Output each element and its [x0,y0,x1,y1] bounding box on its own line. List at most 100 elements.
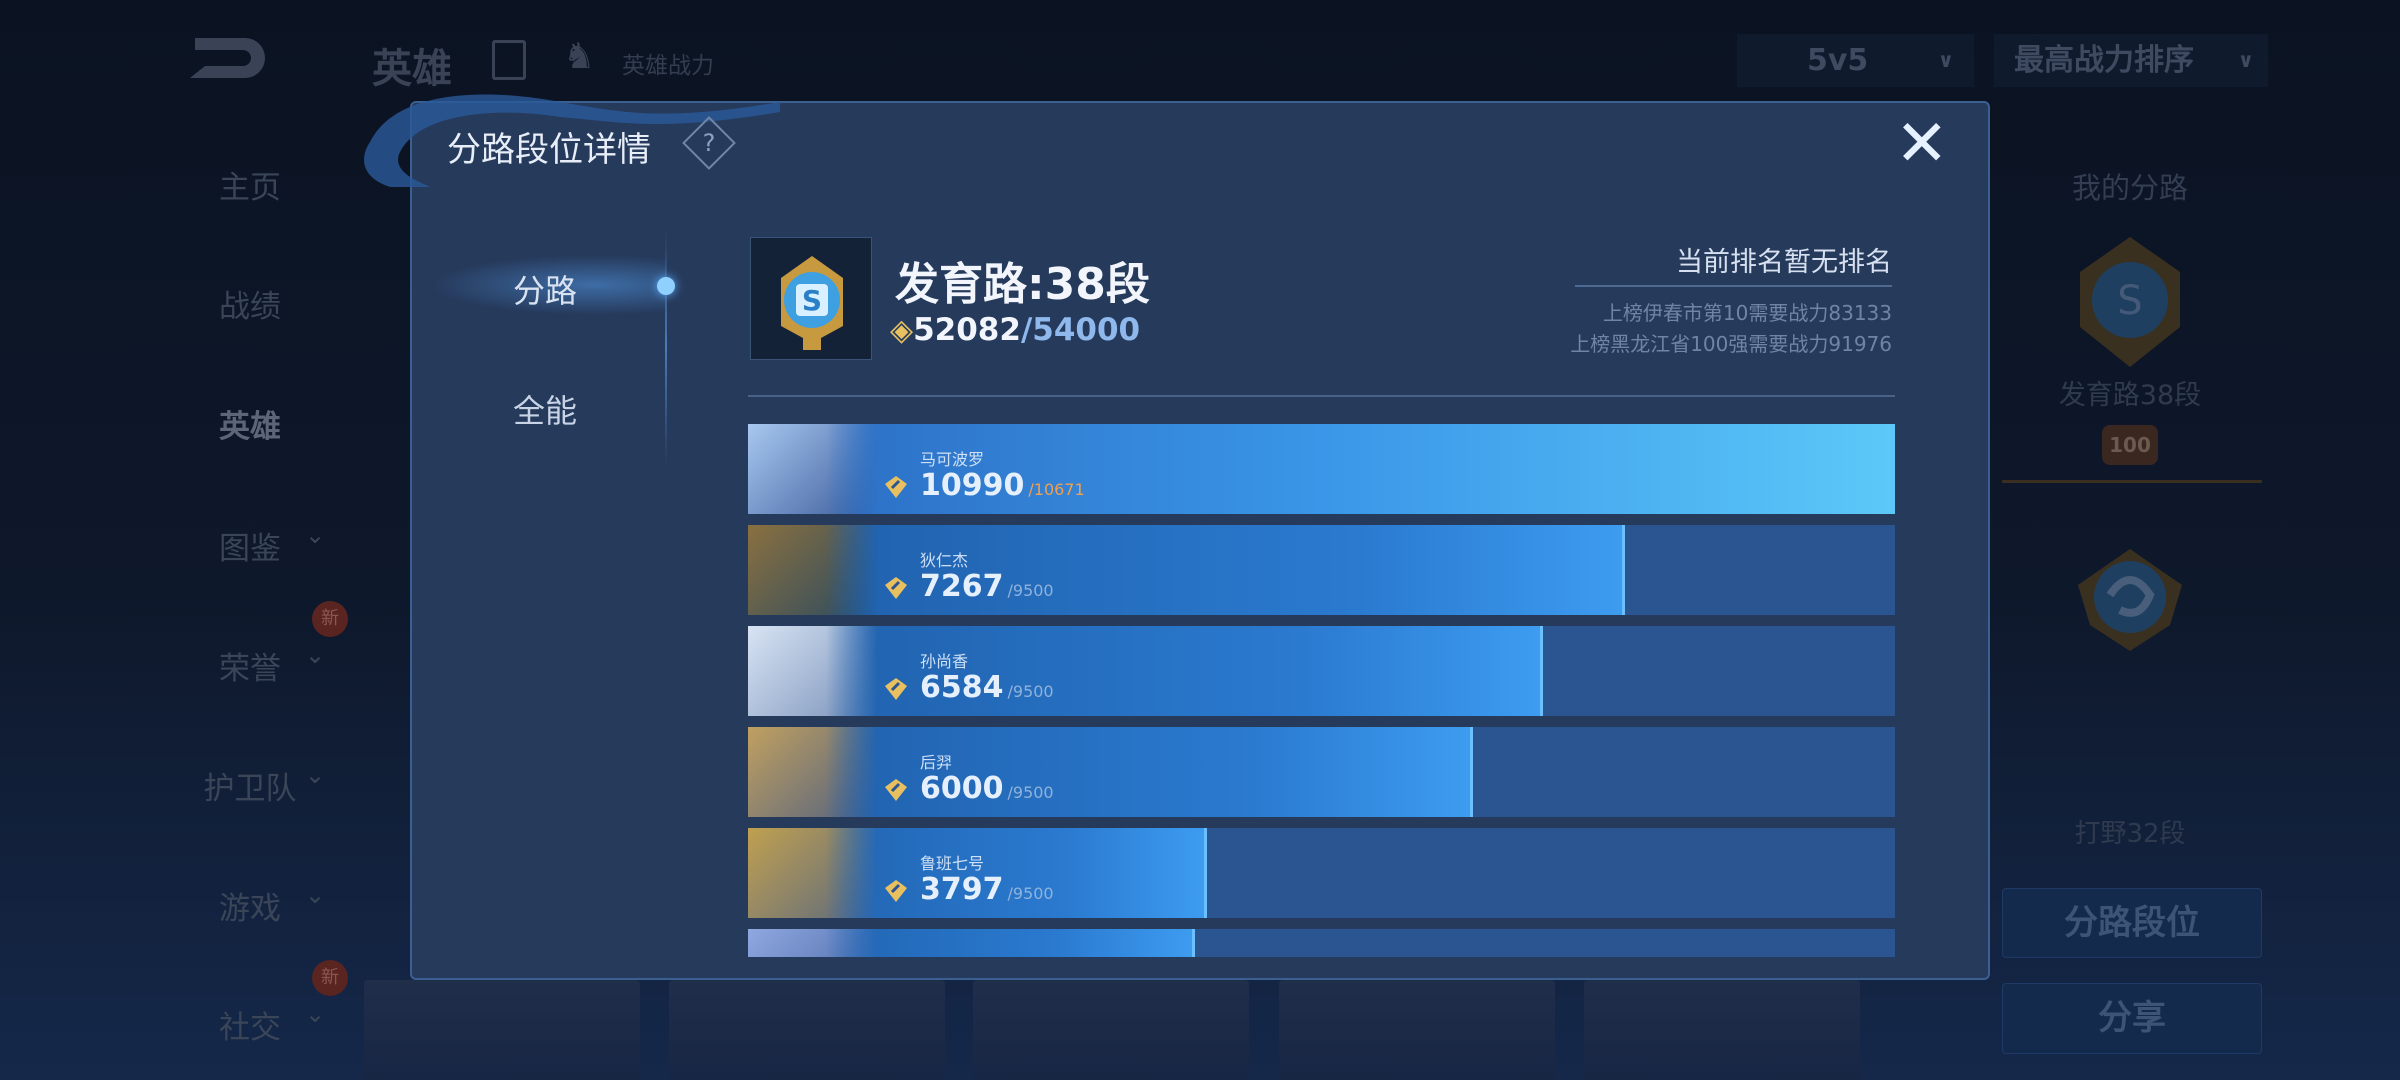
my-lanes-title: 我的分路 [2071,171,2188,205]
lane2-label: 打野32段 [2074,819,2186,849]
hero-power: 10990/10671 [920,468,1085,503]
sidebar-item[interactable]: 战绩 [219,289,281,325]
hero-card[interactable] [364,980,640,1080]
lane-score: ◈52082/54000 [890,312,1140,348]
marksman-lane-badge-icon: S [781,256,843,350]
hero-portrait [748,828,878,918]
sidebar-item[interactable]: 图鉴 [219,531,281,567]
hero-power-max: /9500 [1007,682,1054,701]
list-icon[interactable] [492,40,526,80]
header-title: 英雄 [372,46,452,92]
emblem-frame [2002,413,2262,483]
hero-portrait [748,424,878,514]
hero-name: 孙尚香 [920,652,969,671]
hero-row[interactable]: 鲁班七号 3797/9500 [748,828,1895,918]
sort-select-value: 最高战力排序 [2014,43,2194,78]
hero-power-max: /9500 [1007,783,1054,802]
hero-row[interactable]: 马可波罗 10990/10671 [748,424,1895,514]
lane-badge-icon: S [2080,237,2180,367]
section-divider [748,395,1895,397]
rank-badge-box: S [750,237,872,360]
ranking-status: 当前排名暂无排名 [1676,247,1892,278]
power-icon [885,577,907,599]
hero-power-value: 10990 [920,468,1025,503]
tab-all-round[interactable]: 全能 [512,392,577,430]
hero-row[interactable]: 孙尚香 6584/9500 [748,626,1895,716]
hero-card[interactable] [1279,980,1555,1080]
hero-power: 3797/9500 [920,872,1054,907]
sidebar-item[interactable]: 英雄 [219,409,281,445]
hero-power-max: /10671 [1028,480,1085,499]
new-badge: 新 [312,960,348,996]
hero-power-icon: ♞ [563,36,596,77]
tab-lane[interactable]: 分路 [512,272,577,310]
score-current: 52082 [913,312,1021,348]
chevron-down-icon: ⌄ [305,1000,326,1028]
hero-row[interactable] [748,929,1895,957]
hero-power: 6000/9500 [920,771,1054,806]
tab-divider [665,230,667,465]
power-icon [885,880,907,902]
back-icon[interactable] [185,30,280,85]
mode-select-value: 5v5 [1807,43,1869,78]
chevron-down-icon: ⌄ [305,761,326,789]
tab-glow [430,255,666,315]
close-icon[interactable]: ✕ [1895,107,1949,181]
hero-name: 马可波罗 [920,450,985,469]
hero-power-list[interactable]: 马可波罗 10990/10671 狄仁杰 7267/9500 孙尚香 6584/… [748,424,1895,957]
power-icon: ◈ [890,313,914,348]
hero-portrait [748,626,878,716]
hero-power: 7267/9500 [920,569,1054,604]
share-button[interactable]: 分享 [2002,983,2262,1054]
new-badge: 新 [312,601,348,637]
hero-name: 狄仁杰 [920,551,969,570]
header-subtitle[interactable]: 英雄战力 [622,53,714,79]
hero-power-value: 3797 [920,872,1004,907]
jungle-badge-icon [2078,549,2182,651]
sidebar-item[interactable]: 护卫队 [203,771,297,807]
power-progress-fill [748,626,1543,716]
hero-power-value: 6584 [920,670,1004,705]
power-icon [885,678,907,700]
hero-card[interactable] [1584,980,1860,1080]
emblem-number: 100 [2102,425,2158,465]
power-icon [885,779,907,801]
power-icon [885,476,907,498]
hero-name: 后羿 [920,753,953,772]
score-target: /54000 [1020,312,1141,348]
hero-power-value: 6000 [920,771,1004,806]
ranking-city-requirement: 上榜伊春市第10需要战力83133 [1602,301,1892,325]
hero-portrait [748,929,878,957]
hero-portrait [748,525,878,615]
hero-row[interactable]: 狄仁杰 7267/9500 [748,525,1895,615]
help-icon: ? [702,129,716,157]
power-progress-fill [748,525,1626,615]
modal-swirl-decoration [364,94,780,187]
ranking-divider [1575,285,1892,287]
hero-card[interactable] [973,980,1249,1080]
lane-rank-button[interactable]: 分路段位 [2002,888,2262,958]
sidebar-item[interactable]: 主页 [219,170,281,206]
hero-power-max: /9500 [1007,581,1054,600]
hero-power-value: 7267 [920,569,1004,604]
active-tab-indicator [657,277,675,295]
hero-name: 鲁班七号 [920,854,985,873]
sidebar-item[interactable]: 游戏 [219,891,281,927]
hero-power: 6584/9500 [920,670,1054,705]
chevron-down-icon: ⌄ [305,641,326,669]
sort-select[interactable]: 最高战力排序 ∨ [1994,34,2268,87]
sidebar-item[interactable]: 社交 [219,1010,281,1046]
sidebar-item[interactable]: 荣誉 [219,651,281,687]
chevron-down-icon: ⌄ [305,881,326,909]
hero-row[interactable]: 后羿 6000/9500 [748,727,1895,817]
svg-text:S: S [802,284,822,317]
hero-card[interactable] [669,980,945,1080]
chevron-down-icon: ∨ [1937,48,1954,72]
chevron-down-icon: ⌄ [305,521,326,549]
mode-select[interactable]: 5v5 ∨ [1737,34,1974,87]
rank-title: 发育路:38段 [895,259,1150,310]
ranking-province-requirement: 上榜黑龙江省100强需要战力91976 [1570,332,1892,356]
hero-power-max: /9500 [1007,884,1054,903]
power-progress-fill [748,424,1895,514]
svg-text:S: S [2117,278,2142,324]
